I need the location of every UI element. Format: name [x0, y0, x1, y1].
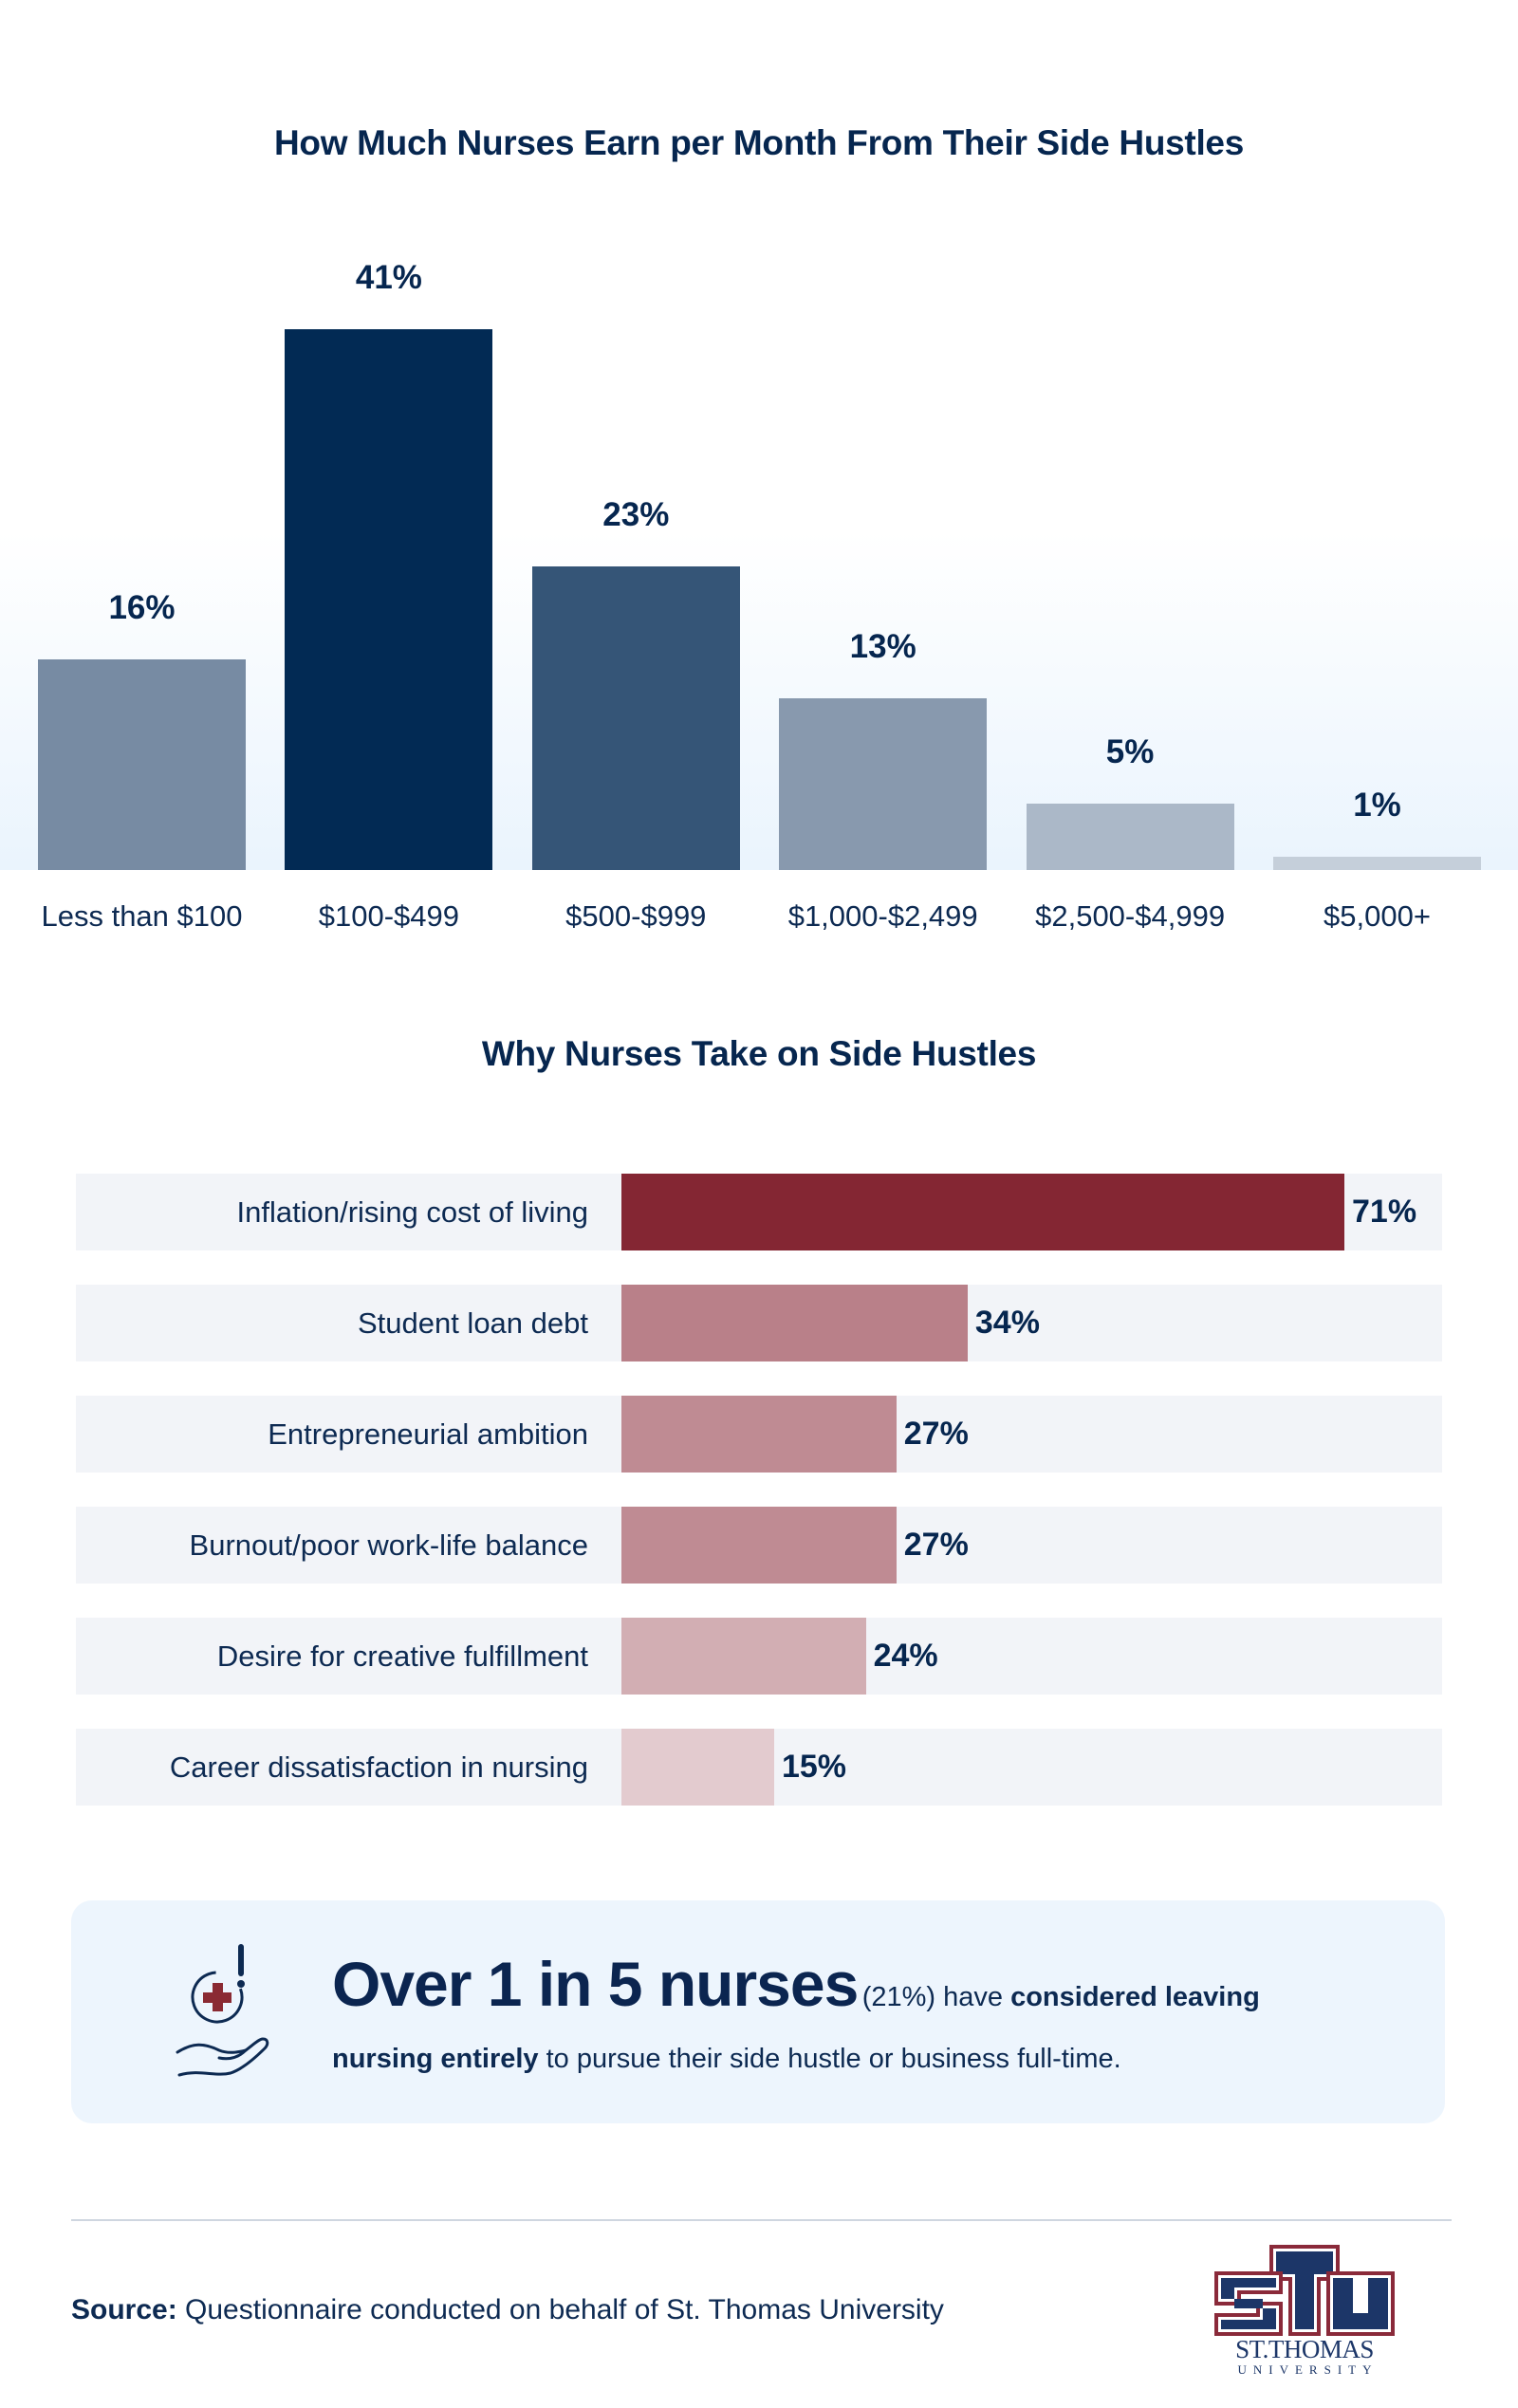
bar	[621, 1396, 897, 1473]
bar	[621, 1618, 866, 1695]
logo-sub: UNIVERSITY	[1237, 2362, 1379, 2377]
source-label: Source:	[71, 2294, 177, 2325]
source-text: Questionnaire conducted on behalf of St.…	[176, 2294, 944, 2325]
bar-value-label: 27%	[903, 1527, 969, 1563]
y-tick-label: Career dissatisfaction in nursing	[169, 1750, 588, 1784]
callout-bold-1: considered leaving	[1010, 1982, 1260, 2012]
y-tick-label: Desire for creative fulfillment	[216, 1639, 588, 1673]
chart2-title: Why Nurses Take on Side Hustles	[481, 1034, 1037, 1073]
earnings-bar-chart: 16% Less than $100 41% $100-$499 23% $500-$99…	[0, 0, 1518, 996]
callout-headline: Over 1 in 5 nurses	[332, 1949, 859, 2019]
x-tick-label: $500-$999	[565, 899, 707, 933]
bar-value-label: 71%	[1352, 1194, 1417, 1230]
bar-value-label: 5%	[1105, 733, 1155, 771]
bar-value-label: 34%	[974, 1305, 1040, 1341]
chart1-title: How Much Nurses Earn per Month From Thei…	[273, 123, 1244, 162]
bar-value-label: 27%	[903, 1416, 969, 1452]
source-note: Source: Questionnaire conducted on behal…	[71, 2294, 944, 2326]
bar	[1273, 857, 1481, 870]
x-tick-label: Less than $100	[41, 899, 243, 933]
bar-row: Student loan debt 34%	[76, 1285, 1442, 1361]
hand-holding-medical-alert-icon	[176, 1944, 269, 2077]
bar	[285, 329, 493, 870]
logo-name: ST.THOMAS	[1235, 2335, 1374, 2363]
bar	[621, 1285, 968, 1361]
bar	[621, 1174, 1344, 1250]
bar-value-label: 23%	[602, 496, 670, 534]
y-tick-label: Student loan debt	[357, 1306, 588, 1340]
bar-value-label: 16%	[108, 588, 176, 626]
footer-divider	[71, 2219, 1452, 2221]
callout-rest: to pursue their side hustle or business …	[538, 2044, 1121, 2074]
bar	[38, 658, 246, 870]
bar	[779, 698, 988, 870]
bar-value-label: 1%	[1353, 787, 1401, 824]
bar	[621, 1729, 774, 1806]
bar-row: Entrepreneurial ambition 27%	[76, 1396, 1442, 1473]
bar	[621, 1507, 897, 1584]
bar-value-label: 13%	[849, 628, 916, 666]
stu-logo-icon	[1214, 2245, 1395, 2336]
logo-text: ST.THOMAS UNIVERSITY	[1214, 2336, 1395, 2378]
bar	[1026, 804, 1234, 870]
callout-text: Over 1 in 5 nurses (21%) have considered…	[332, 1948, 1414, 2080]
callout-box: Over 1 in 5 nurses (21%) have considered…	[71, 1900, 1445, 2123]
bar-row: Burnout/poor work-life balance 27%	[76, 1507, 1442, 1584]
callout-percent: (21%)	[861, 1982, 936, 2012]
x-tick-label: $100-$499	[318, 899, 460, 933]
bar-value-label: 41%	[355, 259, 422, 296]
bar-value-label: 24%	[873, 1638, 938, 1674]
callout-have: have	[935, 1982, 1011, 2012]
bar	[531, 566, 740, 870]
bar-row: Inflation/rising cost of living 71%	[76, 1174, 1442, 1250]
bar-row: Desire for creative fulfillment 24%	[76, 1618, 1442, 1695]
y-tick-label: Burnout/poor work-life balance	[189, 1528, 588, 1562]
bar-row: Career dissatisfaction in nursing 15%	[76, 1729, 1442, 1806]
x-tick-label: $1,000-$2,499	[787, 899, 978, 933]
chart1-background	[0, 531, 1518, 870]
x-tick-label: $5,000+	[1324, 899, 1431, 933]
bar-value-label: 15%	[781, 1749, 847, 1785]
y-tick-label: Entrepreneurial ambition	[268, 1417, 588, 1451]
y-tick-label: Inflation/rising cost of living	[236, 1195, 588, 1229]
x-tick-label: $2,500-$4,999	[1035, 899, 1226, 933]
callout-bold-2: nursing entirely	[332, 2044, 539, 2074]
